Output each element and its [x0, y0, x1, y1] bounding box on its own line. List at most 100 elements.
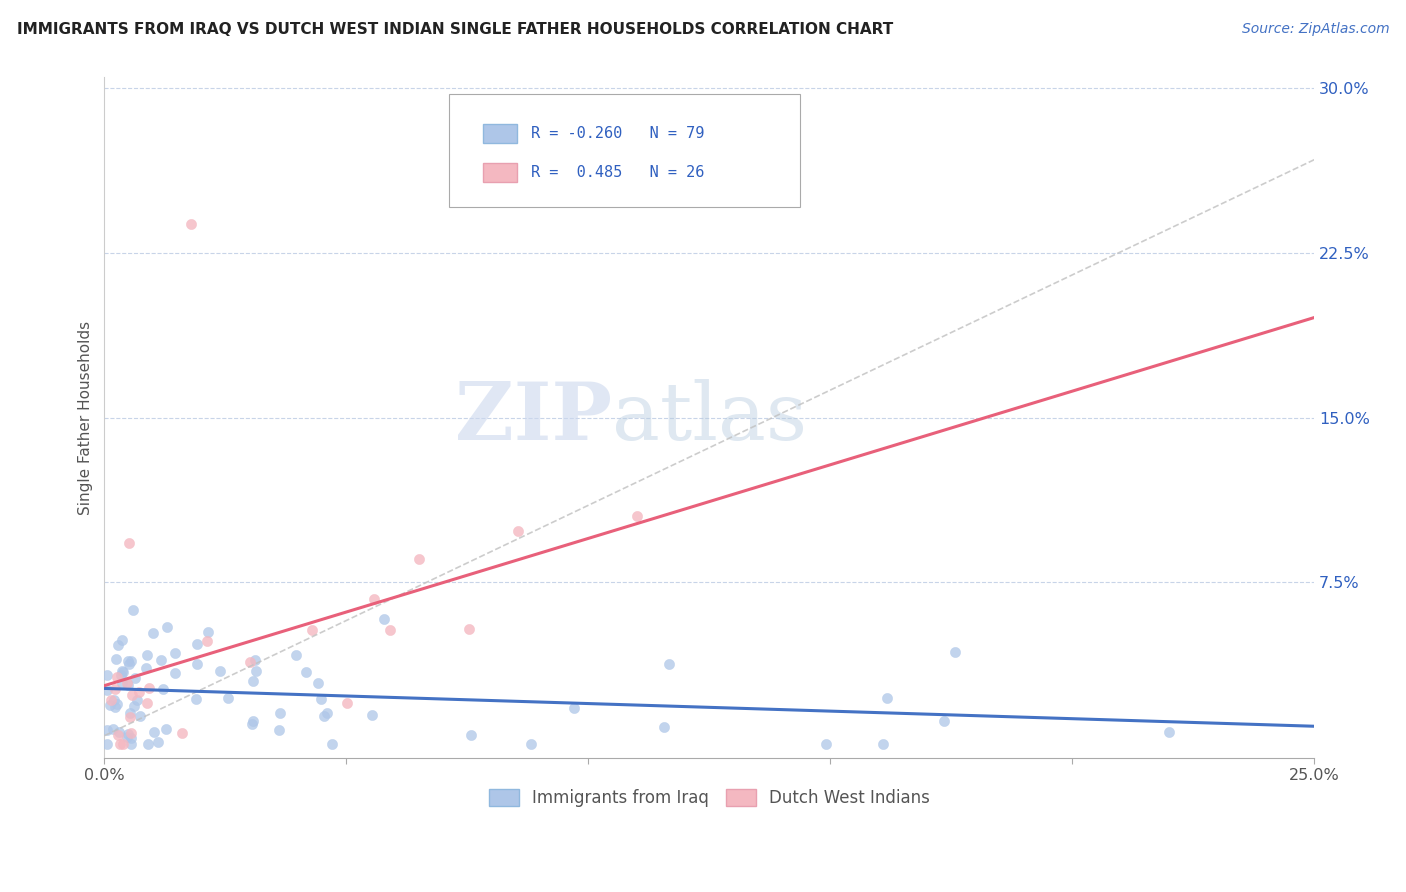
FancyBboxPatch shape — [449, 95, 800, 207]
Point — [243, 653, 266, 667]
Point — [122, 603, 145, 617]
Point — [110, 668, 132, 682]
Point — [180, 218, 202, 232]
Point — [103, 723, 125, 737]
Point — [135, 660, 157, 674]
Point — [120, 738, 142, 752]
Point — [520, 738, 543, 752]
Y-axis label: Single Father Households: Single Father Households — [79, 320, 93, 515]
Point — [96, 738, 118, 752]
Point — [124, 699, 146, 714]
Point — [269, 706, 291, 721]
Point — [105, 697, 128, 711]
Point — [652, 720, 675, 734]
Point — [197, 624, 219, 639]
Point — [96, 668, 118, 682]
Point — [170, 725, 193, 739]
Point — [209, 664, 232, 678]
Point — [269, 723, 291, 737]
Point — [143, 725, 166, 739]
Point — [117, 654, 139, 668]
Point — [458, 622, 481, 636]
Point — [321, 738, 343, 752]
Point — [217, 690, 239, 705]
Point — [195, 633, 218, 648]
Point — [295, 665, 318, 680]
Point — [138, 681, 160, 695]
Point — [103, 693, 125, 707]
Text: ZIP: ZIP — [456, 378, 613, 457]
Bar — [484, 124, 517, 144]
Point — [240, 716, 263, 731]
Point — [111, 633, 134, 648]
Point — [155, 722, 177, 736]
Point — [118, 710, 141, 724]
Text: R =  0.485   N = 26: R = 0.485 N = 26 — [531, 165, 704, 180]
Point — [307, 675, 329, 690]
Point — [301, 623, 323, 637]
Text: IMMIGRANTS FROM IRAQ VS DUTCH WEST INDIAN SINGLE FATHER HOUSEHOLDS CORRELATION C: IMMIGRANTS FROM IRAQ VS DUTCH WEST INDIA… — [17, 22, 893, 37]
Point — [108, 738, 131, 752]
Point — [152, 681, 174, 696]
Point — [105, 652, 128, 666]
Point — [943, 645, 966, 659]
Point — [120, 654, 142, 668]
Point — [1157, 724, 1180, 739]
Point — [115, 730, 138, 744]
Point — [146, 735, 169, 749]
Point — [111, 676, 134, 690]
Point — [117, 677, 139, 691]
Point — [508, 524, 530, 538]
Point — [111, 664, 134, 678]
Point — [111, 665, 134, 679]
Point — [408, 551, 430, 566]
Point — [115, 676, 138, 690]
Point — [124, 671, 146, 685]
Legend: Immigrants from Iraq, Dutch West Indians: Immigrants from Iraq, Dutch West Indians — [482, 782, 936, 814]
Point — [876, 691, 898, 706]
Point — [120, 731, 142, 746]
Point — [121, 688, 143, 702]
Point — [103, 700, 125, 714]
Point — [562, 701, 585, 715]
Point — [117, 535, 139, 549]
Point — [163, 665, 186, 680]
Point — [242, 674, 264, 689]
Point — [136, 648, 159, 662]
Point — [108, 725, 131, 739]
Text: atlas: atlas — [613, 378, 807, 457]
Point — [361, 707, 384, 722]
Point — [103, 682, 125, 697]
Point — [142, 626, 165, 640]
Point — [186, 691, 208, 706]
Point — [107, 638, 129, 652]
Point — [242, 714, 264, 728]
Point — [373, 612, 395, 626]
Point — [336, 696, 359, 710]
Point — [138, 738, 160, 752]
Point — [136, 696, 159, 710]
Point — [314, 709, 336, 723]
Point — [127, 693, 149, 707]
Point — [186, 657, 208, 672]
Point — [112, 738, 135, 752]
Point — [120, 726, 142, 740]
Point — [100, 693, 122, 707]
Point — [245, 664, 267, 678]
Point — [315, 706, 337, 720]
Point — [156, 620, 179, 634]
Point — [129, 708, 152, 723]
Point — [117, 727, 139, 741]
Point — [96, 723, 118, 737]
Point — [932, 714, 955, 728]
Bar — [484, 163, 517, 182]
Point — [98, 698, 121, 713]
Text: R = -0.260   N = 79: R = -0.260 N = 79 — [531, 127, 704, 142]
Point — [186, 637, 208, 651]
Text: Source: ZipAtlas.com: Source: ZipAtlas.com — [1241, 22, 1389, 37]
Point — [363, 592, 385, 607]
Point — [309, 692, 332, 706]
Point — [239, 655, 262, 669]
Point — [626, 509, 648, 524]
Point — [96, 682, 118, 697]
